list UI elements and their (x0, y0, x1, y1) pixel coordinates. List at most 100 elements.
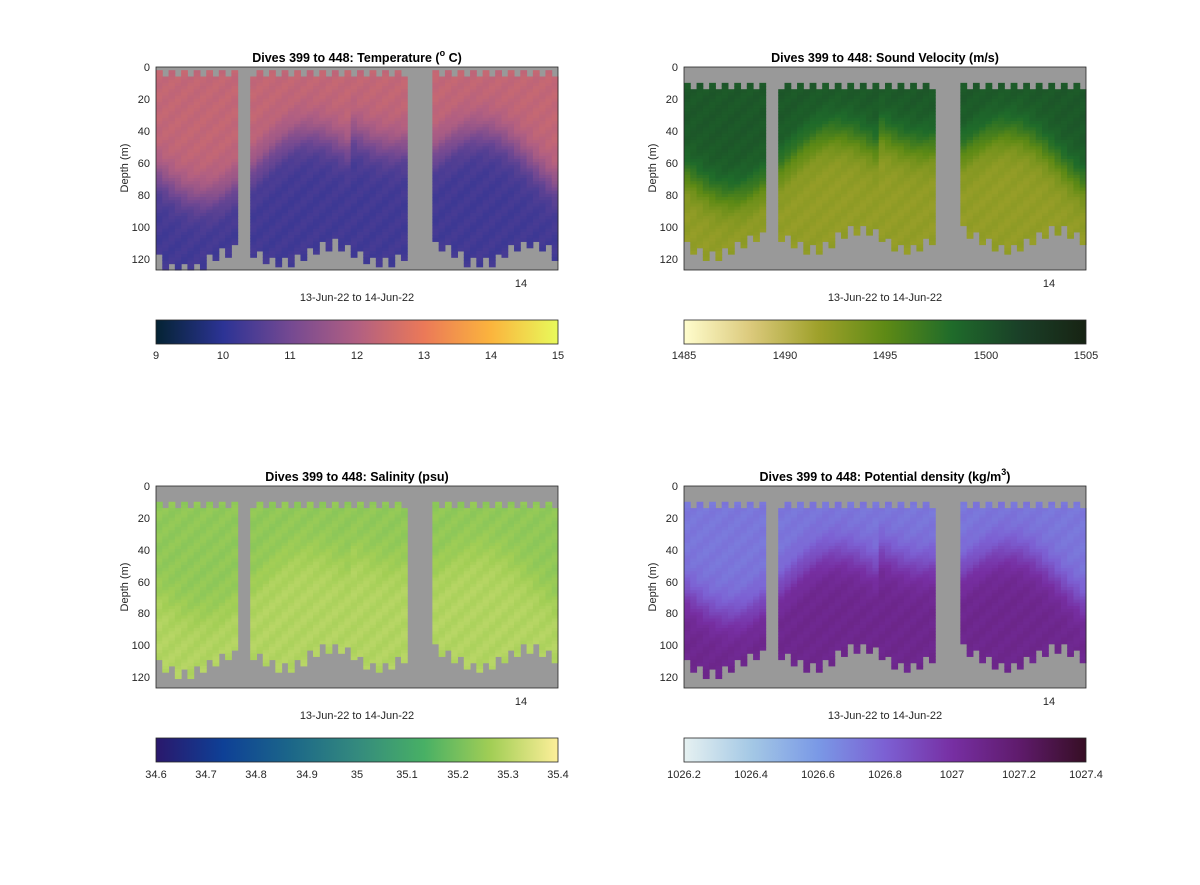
heatmap-cell (382, 86, 389, 90)
heatmap-cell (495, 73, 502, 78)
heatmap-cell (463, 79, 471, 84)
heatmap-cell (847, 82, 855, 87)
heatmap-cell (369, 216, 377, 220)
heatmap-cell (709, 197, 716, 201)
heatmap-cell (501, 238, 509, 242)
heatmap-cell (872, 171, 880, 176)
heatmap-cell (212, 130, 220, 135)
heatmap-cell (878, 105, 886, 109)
heatmap-cell (828, 108, 836, 112)
heatmap-cell (702, 222, 710, 227)
heatmap-cell (507, 149, 515, 154)
heatmap-cell (156, 111, 163, 116)
heatmap-cell (174, 152, 182, 157)
heatmap-cell (382, 181, 389, 185)
heatmap-cell (206, 206, 214, 211)
heatmap-cell (545, 171, 553, 176)
heatmap-cell (350, 165, 358, 169)
heatmap-cell (294, 187, 301, 192)
heatmap-cell (400, 190, 408, 195)
heatmap-cell (759, 149, 767, 154)
heatmap-cell (394, 73, 402, 78)
heatmap-cell (269, 124, 276, 128)
heatmap-cell (727, 174, 735, 179)
heatmap-cell (206, 139, 214, 144)
heatmap-cell (382, 82, 389, 87)
heatmap-cell (313, 250, 320, 255)
heatmap-cell (369, 111, 377, 116)
heatmap-cell (702, 101, 710, 106)
heatmap-cell (388, 133, 396, 138)
heatmap-cell (457, 241, 465, 246)
heatmap-cell (790, 187, 798, 192)
heatmap-cell (859, 203, 867, 208)
heatmap-cell (815, 244, 823, 249)
heatmap-cell (457, 206, 465, 211)
heatmap-cell (828, 181, 836, 185)
heatmap-cell (162, 133, 170, 138)
heatmap-cell (357, 101, 364, 106)
heatmap-cell (344, 231, 352, 236)
heatmap-cell (156, 168, 163, 173)
heatmap-cell (841, 174, 848, 179)
heatmap-cell (363, 82, 371, 87)
heatmap-cell (432, 190, 440, 195)
heatmap-cell (514, 165, 521, 169)
heatmap-cell (344, 238, 352, 242)
heatmap-cell (476, 127, 484, 131)
heatmap-cell (331, 222, 339, 227)
heatmap-cell (551, 136, 559, 141)
heatmap-cell (878, 209, 886, 214)
heatmap-cell (350, 133, 358, 138)
heatmap-cell (734, 108, 742, 112)
heatmap-cell (344, 187, 352, 192)
heatmap-cell (866, 193, 873, 198)
heatmap-cell (225, 244, 232, 249)
heatmap-cell (382, 222, 389, 227)
heatmap-cell (790, 95, 798, 100)
heatmap-cell (218, 219, 226, 223)
heatmap-cell (684, 92, 691, 97)
heatmap-cell (690, 105, 698, 109)
heatmap-cell (350, 136, 358, 141)
heatmap-cell (275, 216, 283, 220)
heatmap-cell (514, 117, 521, 122)
heatmap-cell (715, 124, 723, 128)
heatmap-cell (834, 222, 842, 227)
heatmap-cell (444, 200, 452, 204)
heatmap-cell (331, 95, 339, 100)
heatmap-cell (878, 228, 886, 233)
heatmap-cell (721, 92, 729, 97)
heatmap-cell (168, 76, 176, 81)
heatmap-cell (859, 190, 867, 195)
heatmap-cell (212, 209, 220, 214)
heatmap-cell (684, 133, 691, 138)
heatmap-cell (162, 146, 170, 150)
heatmap-cell (225, 117, 232, 122)
heatmap-cell (300, 203, 308, 208)
heatmap-cell (488, 250, 496, 255)
heatmap-cell (350, 89, 358, 93)
heatmap-cell (306, 171, 314, 176)
heatmap-cell (206, 212, 214, 217)
heatmap-cell (225, 127, 232, 131)
heatmap-cell (369, 187, 377, 192)
heatmap-cell (187, 86, 195, 90)
heatmap-cell (363, 155, 371, 160)
heatmap-cell (470, 101, 477, 106)
heatmap-cell (501, 247, 509, 252)
heatmap-cell (759, 139, 767, 144)
heatmap-cell (684, 222, 691, 227)
heatmap-cell (300, 124, 308, 128)
x-tick-label: 14 (515, 278, 527, 290)
heatmap-cell (319, 92, 327, 97)
heatmap-cell (394, 225, 402, 230)
heatmap-cell (218, 171, 226, 176)
heatmap-cell (287, 254, 295, 258)
heatmap-cell (444, 133, 452, 138)
heatmap-cell (451, 190, 458, 195)
heatmap-cell (187, 190, 195, 195)
heatmap-cell (690, 130, 698, 135)
heatmap-cell (746, 171, 754, 176)
heatmap-cell (457, 190, 465, 195)
